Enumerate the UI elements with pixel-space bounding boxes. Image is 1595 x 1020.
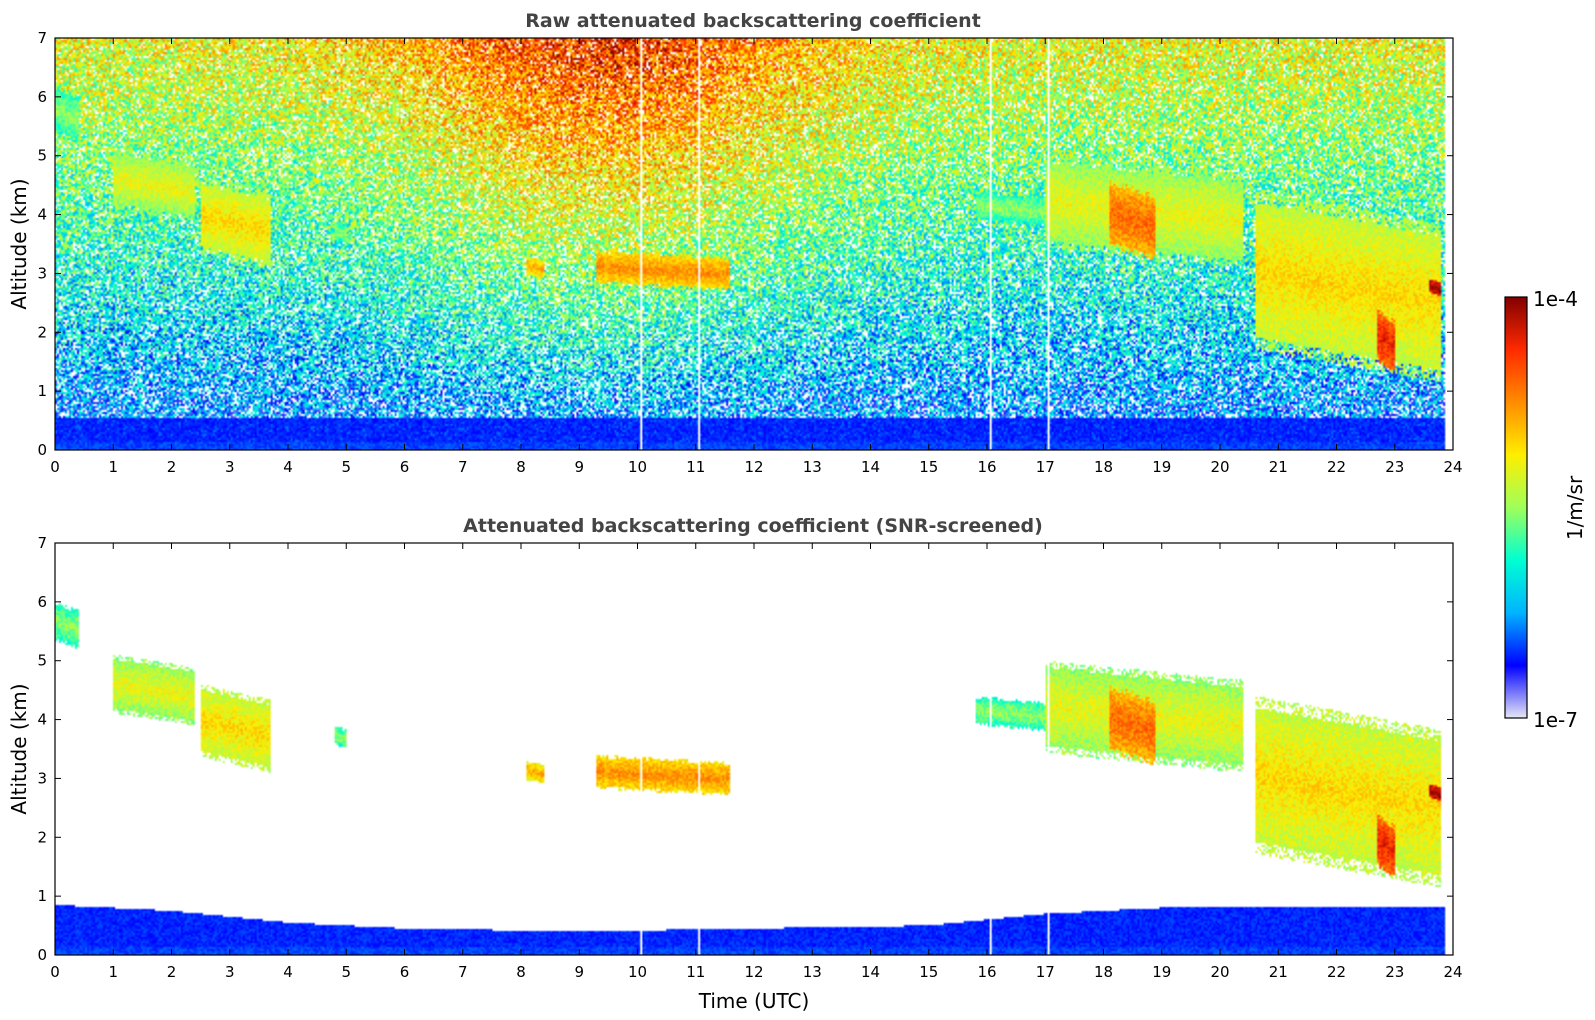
x-tick-label: 16 [977, 963, 996, 981]
x-tick-label: 2 [167, 458, 177, 476]
x-axis-label: Time (UTC) [698, 989, 810, 1013]
x-tick-label: 13 [803, 963, 822, 981]
x-tick-label: 22 [1327, 963, 1346, 981]
x-tick-label: 1 [108, 458, 118, 476]
x-tick-label: 20 [1210, 458, 1229, 476]
x-tick-label: 17 [1036, 963, 1055, 981]
colorbar-unit-label: 1/m/sr [1563, 475, 1587, 540]
x-tick-label: 10 [628, 458, 647, 476]
bottom-plot-area [54, 542, 1454, 956]
raw-backscatter-panel: Raw attenuated backscattering coefficien… [7, 10, 1463, 476]
x-tick-label: 17 [1036, 458, 1055, 476]
x-tick-label: 24 [1443, 963, 1462, 981]
x-tick-label: 11 [686, 963, 705, 981]
y-tick-label: 3 [37, 264, 47, 282]
bottom-y-axis: 0 1 2 3 4 5 6 7 [37, 534, 1453, 964]
top-x-axis: 0 1 2 3 4 5 6 7 8 9 10 11 12 13 14 15 16 17 18 19 20 21 22 23 24 [50, 38, 1463, 476]
y-tick-label: 4 [37, 711, 47, 729]
x-tick-label: 24 [1443, 458, 1462, 476]
x-tick-label: 4 [283, 963, 293, 981]
top-backscatter-image [55, 38, 1453, 450]
x-tick-label: 12 [744, 963, 763, 981]
bottom-x-axis: 0 1 2 3 4 5 6 7 8 9 10 11 12 13 14 15 16 17 18 19 20 21 22 23 24 [50, 543, 1463, 981]
top-plot-area [54, 37, 1454, 451]
y-tick-label: 4 [37, 206, 47, 224]
y-tick-label: 6 [37, 593, 47, 611]
x-tick-label: 18 [1094, 458, 1113, 476]
y-tick-label: 0 [37, 946, 47, 964]
x-tick-label: 3 [225, 458, 235, 476]
x-tick-label: 14 [861, 458, 880, 476]
y-tick-label: 7 [37, 29, 47, 47]
x-tick-label: 6 [400, 458, 410, 476]
x-tick-label: 6 [400, 963, 410, 981]
colorbar-max-label: 1e-4 [1533, 287, 1578, 311]
x-tick-label: 19 [1152, 458, 1171, 476]
x-tick-label: 0 [50, 963, 60, 981]
x-tick-label: 15 [919, 458, 938, 476]
y-tick-label: 1 [37, 382, 47, 400]
x-tick-label: 0 [50, 458, 60, 476]
y-tick-label: 5 [37, 652, 47, 670]
x-tick-label: 7 [458, 963, 468, 981]
x-tick-label: 16 [977, 458, 996, 476]
x-tick-label: 12 [744, 458, 763, 476]
x-tick-label: 1 [108, 963, 118, 981]
x-tick-label: 15 [919, 963, 938, 981]
x-tick-label: 2 [167, 963, 177, 981]
x-tick-label: 23 [1385, 458, 1404, 476]
y-tick-label: 0 [37, 441, 47, 459]
x-tick-label: 9 [574, 458, 584, 476]
bottom-y-axis-label: Altitude (km) [7, 683, 31, 814]
x-tick-label: 8 [516, 963, 526, 981]
x-tick-label: 14 [861, 963, 880, 981]
x-tick-label: 19 [1152, 963, 1171, 981]
x-tick-label: 3 [225, 963, 235, 981]
x-tick-label: 21 [1269, 963, 1288, 981]
top-y-axis: 0 1 2 3 4 5 6 7 [37, 29, 1453, 459]
colorbar-gradient [1505, 297, 1527, 718]
y-tick-label: 2 [37, 323, 47, 341]
x-tick-label: 11 [686, 458, 705, 476]
x-tick-label: 22 [1327, 458, 1346, 476]
screened-backscatter-panel: Attenuated backscattering coefficient (S… [7, 515, 1463, 1013]
y-tick-label: 1 [37, 887, 47, 905]
x-tick-label: 21 [1269, 458, 1288, 476]
y-tick-label: 6 [37, 88, 47, 106]
bottom-panel-title: Attenuated backscattering coefficient (S… [463, 515, 1043, 537]
colorbar-frame [1504, 296, 1528, 719]
y-tick-label: 7 [37, 534, 47, 552]
x-tick-label: 5 [341, 458, 351, 476]
x-tick-label: 18 [1094, 963, 1113, 981]
x-tick-label: 10 [628, 963, 647, 981]
y-tick-label: 3 [37, 769, 47, 787]
x-tick-label: 23 [1385, 963, 1404, 981]
x-tick-label: 8 [516, 458, 526, 476]
x-tick-label: 9 [574, 963, 584, 981]
colorbar-min-label: 1e-7 [1533, 708, 1578, 732]
top-panel-title: Raw attenuated backscattering coefficien… [525, 10, 981, 32]
bottom-backscatter-image [55, 543, 1453, 955]
x-tick-label: 20 [1210, 963, 1229, 981]
x-tick-label: 7 [458, 458, 468, 476]
colorbar: 1e-4 1e-7 1/m/sr [1504, 287, 1587, 732]
top-y-axis-label: Altitude (km) [7, 178, 31, 309]
x-tick-label: 4 [283, 458, 293, 476]
y-tick-label: 2 [37, 828, 47, 846]
x-tick-label: 13 [803, 458, 822, 476]
y-tick-label: 5 [37, 147, 47, 165]
x-tick-label: 5 [341, 963, 351, 981]
